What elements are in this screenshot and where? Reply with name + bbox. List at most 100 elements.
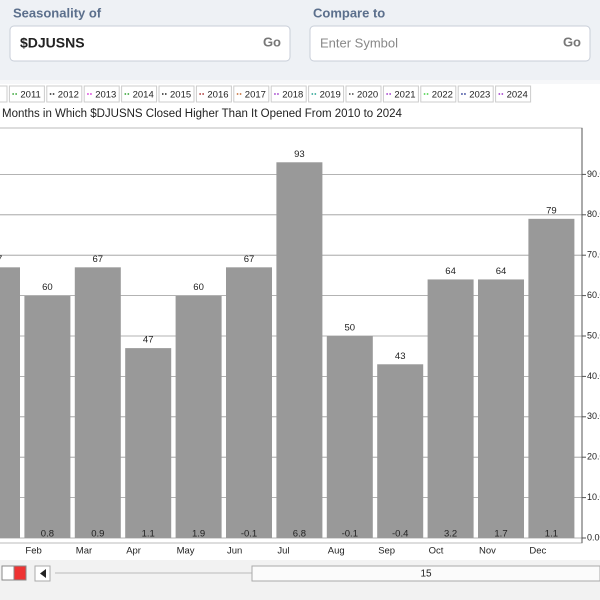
tool-icon[interactable] — [1, 565, 15, 581]
value-label: 93 — [294, 149, 305, 160]
x-tick-label: Mar — [76, 546, 92, 557]
x-tick-label: Feb — [25, 546, 41, 557]
legend-label: 2018 — [282, 90, 303, 101]
x-tick-label: Apr — [126, 546, 141, 557]
legend-item[interactable] — [121, 85, 158, 103]
compare-placeholder: Enter Symbol — [320, 35, 398, 50]
avg-change-label: 3.2 — [444, 529, 457, 540]
value-label: 79 — [546, 205, 557, 216]
x-tick-label: Aug — [328, 546, 345, 557]
x-tick-label: Nov — [479, 546, 496, 557]
scroll-value: 15 — [420, 569, 432, 580]
avg-change-label: 1.9 — [192, 529, 205, 540]
compare-go-button[interactable]: Go — [563, 34, 581, 49]
x-tick-label: Jun — [227, 546, 242, 557]
legend-label: 2011 — [20, 90, 40, 101]
symbol-input[interactable] — [9, 25, 291, 62]
scroll-thumb[interactable] — [251, 565, 600, 582]
bar — [427, 279, 474, 538]
compare-label: Compare to — [313, 5, 385, 20]
tool-icon[interactable] — [13, 565, 27, 581]
legend-label: 2016 — [207, 90, 228, 101]
value-label: 64 — [445, 266, 456, 277]
value-label: 47 — [143, 335, 154, 346]
bar — [276, 162, 323, 538]
y-tick-label: 40.0 — [587, 371, 600, 381]
value-label: 67 — [93, 254, 104, 265]
bar — [24, 295, 71, 538]
bar — [377, 364, 424, 538]
avg-change-label: -0.4 — [392, 529, 408, 540]
avg-change-label: -0.1 — [342, 529, 358, 540]
bar — [175, 295, 222, 538]
y-tick-label: 80.0 — [587, 209, 600, 219]
legend-label: 2024 — [507, 90, 528, 101]
x-tick-label: Dec — [529, 546, 546, 557]
legend-item[interactable] — [8, 85, 45, 103]
y-tick-label: 60.0 — [587, 290, 600, 300]
value-label: 43 — [395, 351, 406, 362]
legend-label: 2013 — [95, 90, 116, 101]
bar — [326, 336, 373, 538]
value-label: 64 — [496, 266, 507, 277]
legend-item[interactable] — [195, 85, 232, 103]
legend-label: 2023 — [469, 90, 490, 101]
legend-item[interactable] — [270, 85, 307, 103]
bar — [478, 279, 524, 538]
avg-change-label: -0.1 — [241, 529, 257, 540]
legend-label: 2021 — [394, 90, 415, 101]
bar — [125, 348, 172, 538]
y-tick-label: 90.0 — [587, 169, 600, 179]
avg-change-label: 1.7 — [494, 529, 507, 540]
y-tick-label: 30.0 — [587, 411, 600, 421]
y-tick-label: 70.0 — [587, 250, 600, 260]
avg-change-label: 0.9 — [91, 529, 104, 540]
symbol-text: $DJUSNS — [20, 35, 85, 51]
y-tick-label: 50.0 — [587, 330, 600, 340]
legend-item[interactable] — [457, 85, 494, 103]
avg-change-label: 1.1 — [142, 529, 155, 540]
legend-label: 2012 — [58, 90, 79, 101]
x-tick-label: Oct — [429, 546, 444, 557]
y-tick-label: 20.0 — [587, 452, 600, 462]
chart: 0.00 10.0 20.0 30.0 40.0 50.0 60.0 70.0 80.0 90.0… — [0, 127, 600, 557]
legend-item[interactable] — [83, 85, 120, 103]
go-button[interactable]: Go — [263, 34, 281, 49]
value-label: 67 — [0, 254, 2, 265]
year-legend: 0201120122013201420152016201720182019202… — [0, 85, 532, 103]
legend-item[interactable] — [233, 85, 270, 103]
value-label: 67 — [244, 254, 255, 265]
legend-label: 2015 — [170, 90, 191, 101]
legend-item[interactable] — [46, 85, 83, 103]
bar — [74, 267, 121, 538]
legend-item[interactable] — [420, 85, 457, 103]
legend-label: 2017 — [245, 90, 266, 101]
x-tick-label: May — [177, 546, 195, 557]
legend-label: 2019 — [320, 90, 341, 101]
legend-item[interactable] — [495, 85, 532, 103]
x-tick-label: Jul — [277, 546, 289, 557]
avg-change-label: 6.8 — [293, 529, 306, 540]
y-tick-label: 0.00 — [587, 532, 600, 542]
x-tick-label: Sep — [378, 546, 395, 557]
value-label: 60 — [193, 282, 204, 293]
chart-title: Months in Which $DJUSNS Closed Higher Th… — [2, 108, 403, 120]
bar — [528, 218, 575, 538]
avg-change-label: 0.8 — [41, 529, 54, 540]
legend-item[interactable] — [0, 85, 8, 103]
seasonality-label: Seasonality of — [13, 5, 102, 20]
legend-item[interactable] — [345, 85, 382, 103]
compare-input[interactable] — [309, 25, 591, 62]
avg-change-label: 1.1 — [545, 529, 558, 540]
legend-label: 2022 — [432, 90, 453, 101]
value-label: 60 — [42, 282, 53, 293]
bar — [226, 267, 272, 538]
legend-item[interactable] — [158, 85, 195, 103]
legend-label: 2020 — [357, 90, 378, 101]
legend-label: 2014 — [133, 90, 154, 101]
value-label: 50 — [345, 323, 356, 334]
y-tick-label: 10.0 — [587, 492, 600, 502]
legend-item[interactable] — [308, 85, 345, 103]
legend-item[interactable] — [382, 85, 419, 103]
